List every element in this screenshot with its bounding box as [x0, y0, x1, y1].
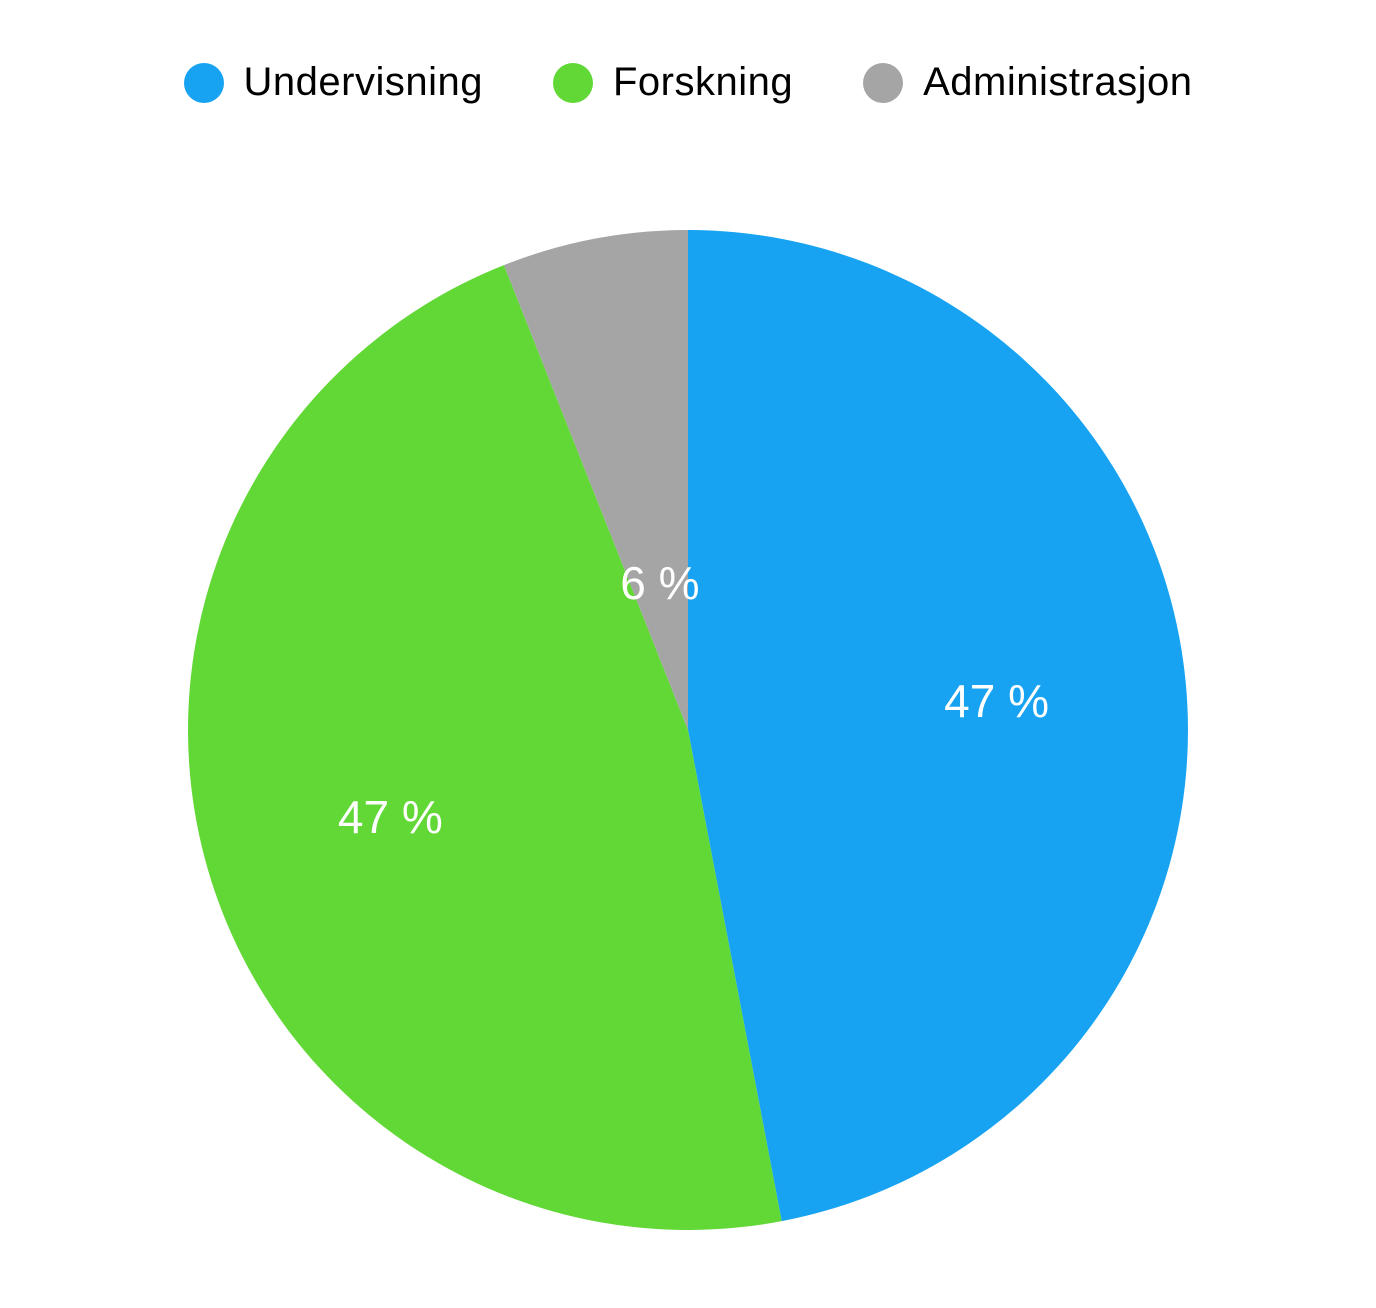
slice-label-forskning: 47 %: [338, 790, 443, 844]
pie-svg: [188, 230, 1188, 1230]
legend-dot-icon: [863, 63, 903, 103]
legend-item-forskning: Forskning: [553, 60, 793, 105]
legend: Undervisning Forskning Administrasjon: [0, 0, 1376, 105]
slice-label-undervisning: 47 %: [944, 674, 1049, 728]
legend-label: Forskning: [613, 60, 793, 105]
legend-item-undervisning: Undervisning: [184, 60, 483, 105]
legend-dot-icon: [184, 63, 224, 103]
slice-label-administrasjon: 6 %: [620, 556, 699, 610]
legend-item-administrasjon: Administrasjon: [863, 60, 1192, 105]
legend-dot-icon: [553, 63, 593, 103]
legend-label: Undervisning: [244, 60, 483, 105]
pie-slice: [688, 230, 1188, 1221]
chart-container: Undervisning Forskning Administrasjon 47…: [0, 0, 1376, 1308]
pie-chart: 47 % 47 % 6 %: [188, 230, 1188, 1230]
legend-label: Administrasjon: [923, 60, 1192, 105]
